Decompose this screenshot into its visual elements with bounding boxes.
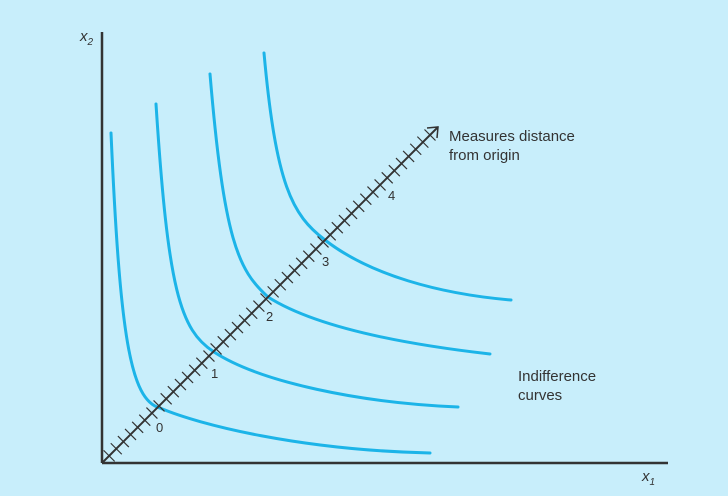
distance-ray-ticks <box>103 129 436 462</box>
ray-tick <box>260 293 272 305</box>
ray-tick <box>324 228 337 241</box>
ray-tick <box>359 193 372 206</box>
ray-tick <box>424 129 436 141</box>
ray-tick <box>210 342 223 355</box>
distance-ray <box>101 126 439 464</box>
ray-tick <box>231 321 244 334</box>
ray-tick <box>131 421 144 434</box>
ray-tick <box>174 378 187 391</box>
ray-tick <box>252 300 265 313</box>
ray-tick <box>281 271 294 284</box>
curves-annotation-line1: Indifference <box>518 368 596 385</box>
curves-annotation-line2: curves <box>518 387 562 404</box>
ray-tick <box>110 442 123 455</box>
ray-tick <box>345 207 358 220</box>
ray-tick <box>138 414 151 427</box>
ray-tick <box>203 350 215 362</box>
ray-marker-0: 0 <box>156 420 163 435</box>
ray-tick <box>117 435 130 448</box>
ray-tick <box>416 136 429 149</box>
ray-marker-2: 2 <box>266 309 273 324</box>
ray-tick <box>395 157 408 170</box>
ray-tick <box>224 328 237 341</box>
ray-tick <box>302 250 315 263</box>
ray-tick <box>267 285 280 298</box>
indifference-curve-0 <box>109 131 432 455</box>
ray-tick <box>317 236 329 248</box>
ray-tick <box>145 407 158 420</box>
ray-tick <box>188 364 201 377</box>
ray-tick <box>238 314 251 327</box>
ray-tick <box>352 200 365 213</box>
ray-tick <box>374 178 387 191</box>
ray-marker-3: 3 <box>322 254 329 269</box>
ray-tick <box>367 186 379 198</box>
x-axis-label: x1 <box>641 468 655 488</box>
distance-ray-arrowhead <box>426 126 439 139</box>
ray-marker-4: 4 <box>388 188 395 203</box>
ray-annotation-line2: from origin <box>449 147 520 164</box>
ray-tick <box>338 214 351 227</box>
ray-tick <box>167 385 180 398</box>
ray-tick <box>217 335 230 348</box>
ray-tick <box>409 143 422 156</box>
ray-tick <box>288 264 301 277</box>
ray-tick <box>381 171 394 184</box>
indifference-curve-1 <box>154 102 460 409</box>
ray-tick <box>331 221 344 234</box>
ray-marker-1: 1 <box>211 366 218 381</box>
ray-tick <box>309 243 322 256</box>
ray-tick <box>160 392 173 405</box>
ray-tick <box>181 371 194 384</box>
ray-tick <box>388 164 401 177</box>
ray-annotation-line1: Measures distance <box>449 128 575 145</box>
ray-tick <box>195 357 208 370</box>
y-axis-label: x2 <box>79 28 94 48</box>
ray-tick <box>103 449 116 462</box>
ray-tick <box>124 428 137 441</box>
ray-tick <box>245 307 258 320</box>
ray-tick <box>153 400 165 412</box>
ray-tick <box>274 278 287 291</box>
ray-tick <box>402 150 415 163</box>
ray-tick <box>295 257 308 270</box>
